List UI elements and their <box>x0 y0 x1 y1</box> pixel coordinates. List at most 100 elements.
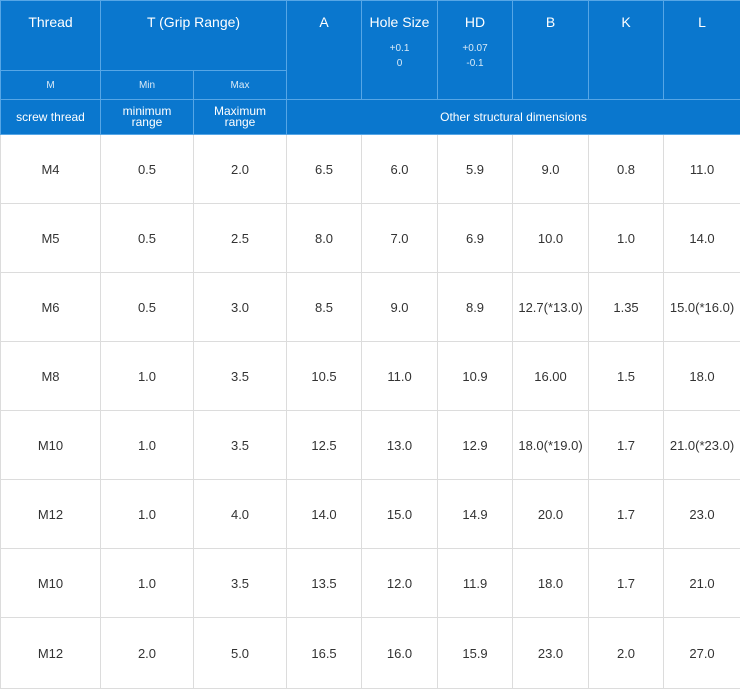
col-header-a: A <box>287 1 362 100</box>
col-header-b-label: B <box>546 14 555 30</box>
col-header-grip-range: T (Grip Range) <box>101 1 287 71</box>
cell-thread: M12 <box>1 618 101 689</box>
table-row: M6 0.5 3.0 8.5 9.0 8.9 12.7(*13.0) 1.35 … <box>1 273 740 342</box>
cell-hd: 14.9 <box>438 480 513 549</box>
desc-maximum-line2: range <box>225 115 256 129</box>
cell-a: 8.0 <box>287 204 362 273</box>
cell-min: 1.0 <box>101 549 194 618</box>
cell-thread: M4 <box>1 135 101 204</box>
col-header-hole-size: Hole Size +0.1 0 <box>362 1 438 100</box>
cell-thread: M10 <box>1 549 101 618</box>
cell-hd: 6.9 <box>438 204 513 273</box>
desc-screw-thread: screw thread <box>1 100 101 135</box>
cell-min: 1.0 <box>101 480 194 549</box>
cell-a: 16.5 <box>287 618 362 689</box>
cell-hd: 8.9 <box>438 273 513 342</box>
cell-b: 16.00 <box>513 342 589 411</box>
cell-b: 23.0 <box>513 618 589 689</box>
cell-thread: M8 <box>1 342 101 411</box>
cell-max: 3.5 <box>194 342 287 411</box>
cell-k: 1.5 <box>589 342 664 411</box>
cell-a: 6.5 <box>287 135 362 204</box>
cell-l: 15.0(*16.0) <box>664 273 740 342</box>
col-header-l: L <box>664 1 740 100</box>
col-header-a-label: A <box>319 14 328 30</box>
subheader-m: M <box>1 71 101 100</box>
cell-hole-size: 12.0 <box>362 549 438 618</box>
cell-hd: 15.9 <box>438 618 513 689</box>
cell-hole-size: 11.0 <box>362 342 438 411</box>
cell-l: 18.0 <box>664 342 740 411</box>
hole-size-tolerance-upper: +0.1 <box>362 42 437 55</box>
cell-a: 8.5 <box>287 273 362 342</box>
cell-l: 11.0 <box>664 135 740 204</box>
table-header: Thread T (Grip Range) A Hole Size +0.1 0… <box>1 1 740 135</box>
cell-b: 18.0 <box>513 549 589 618</box>
col-header-k-label: K <box>621 14 630 30</box>
cell-l: 21.0(*23.0) <box>664 411 740 480</box>
cell-b: 20.0 <box>513 480 589 549</box>
cell-max: 4.0 <box>194 480 287 549</box>
table-row: M10 1.0 3.5 13.5 12.0 11.9 18.0 1.7 21.0 <box>1 549 740 618</box>
cell-hole-size: 6.0 <box>362 135 438 204</box>
table-row: M8 1.0 3.5 10.5 11.0 10.9 16.00 1.5 18.0 <box>1 342 740 411</box>
cell-k: 1.35 <box>589 273 664 342</box>
cell-k: 2.0 <box>589 618 664 689</box>
cell-hole-size: 13.0 <box>362 411 438 480</box>
cell-max: 3.5 <box>194 549 287 618</box>
table-row: M12 1.0 4.0 14.0 15.0 14.9 20.0 1.7 23.0 <box>1 480 740 549</box>
table-row: M10 1.0 3.5 12.5 13.0 12.9 18.0(*19.0) 1… <box>1 411 740 480</box>
cell-max: 2.0 <box>194 135 287 204</box>
cell-min: 1.0 <box>101 342 194 411</box>
cell-b: 9.0 <box>513 135 589 204</box>
cell-hd: 5.9 <box>438 135 513 204</box>
subheader-max-label: Max <box>231 80 250 91</box>
cell-thread: M6 <box>1 273 101 342</box>
col-header-hole-size-label: Hole Size <box>362 14 437 30</box>
table-body: M4 0.5 2.0 6.5 6.0 5.9 9.0 0.8 11.0 M5 0… <box>1 135 740 689</box>
cell-hd: 12.9 <box>438 411 513 480</box>
desc-other-structural-dimensions: Other structural dimensions <box>287 100 740 135</box>
hole-size-tolerance-lower: 0 <box>362 57 437 70</box>
cell-k: 1.7 <box>589 549 664 618</box>
cell-min: 0.5 <box>101 273 194 342</box>
subheader-min: Min <box>101 71 194 100</box>
cell-thread: M5 <box>1 204 101 273</box>
cell-b: 18.0(*19.0) <box>513 411 589 480</box>
cell-b: 10.0 <box>513 204 589 273</box>
cell-l: 21.0 <box>664 549 740 618</box>
cell-min: 0.5 <box>101 204 194 273</box>
hd-tolerance-upper: +0.07 <box>438 42 512 55</box>
cell-hd: 10.9 <box>438 342 513 411</box>
col-header-hd: HD +0.07 -0.1 <box>438 1 513 100</box>
cell-k: 1.0 <box>589 204 664 273</box>
cell-min: 2.0 <box>101 618 194 689</box>
cell-max: 3.5 <box>194 411 287 480</box>
desc-minimum-range: minimum range <box>101 100 194 135</box>
cell-min: 1.0 <box>101 411 194 480</box>
cell-l: 23.0 <box>664 480 740 549</box>
header-row-descriptions: screw thread minimum range Maximum range… <box>1 100 740 135</box>
cell-thread: M12 <box>1 480 101 549</box>
cell-hole-size: 16.0 <box>362 618 438 689</box>
col-header-l-label: L <box>698 14 706 30</box>
cell-thread: M10 <box>1 411 101 480</box>
cell-max: 2.5 <box>194 204 287 273</box>
cell-b: 12.7(*13.0) <box>513 273 589 342</box>
col-header-b: B <box>513 1 589 100</box>
cell-hole-size: 7.0 <box>362 204 438 273</box>
col-header-k: K <box>589 1 664 100</box>
hd-tolerance-lower: -0.1 <box>438 57 512 70</box>
desc-maximum-range: Maximum range <box>194 100 287 135</box>
cell-min: 0.5 <box>101 135 194 204</box>
cell-max: 5.0 <box>194 618 287 689</box>
cell-l: 14.0 <box>664 204 740 273</box>
cell-a: 14.0 <box>287 480 362 549</box>
subheader-min-label: Min <box>139 80 155 91</box>
table-row: M12 2.0 5.0 16.5 16.0 15.9 23.0 2.0 27.0 <box>1 618 740 689</box>
col-header-thread: Thread <box>1 1 101 71</box>
cell-k: 1.7 <box>589 411 664 480</box>
cell-l: 27.0 <box>664 618 740 689</box>
table-row: M5 0.5 2.5 8.0 7.0 6.9 10.0 1.0 14.0 <box>1 204 740 273</box>
